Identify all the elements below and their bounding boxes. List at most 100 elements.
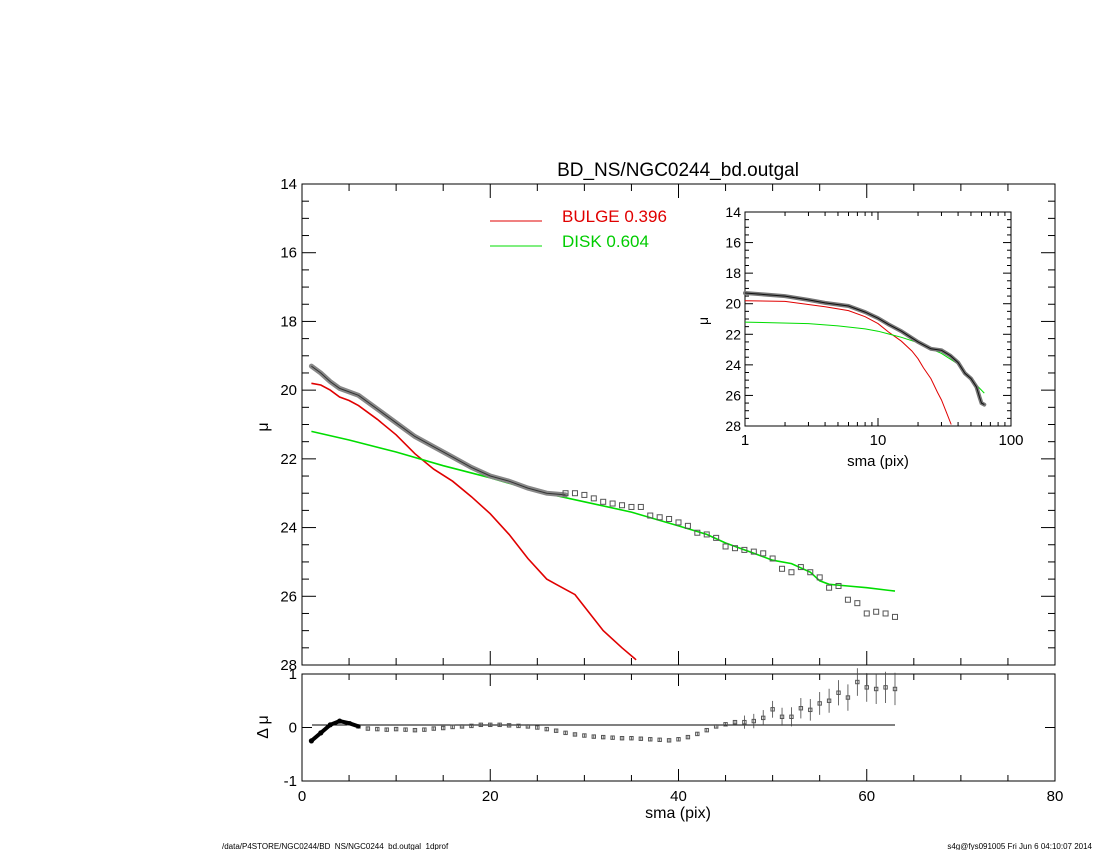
residual-plot-frame (301, 673, 1056, 782)
residual-y-tick-label: 1 (289, 666, 297, 683)
legend-disk-label: DISK 0.604 (562, 232, 649, 251)
residual-point (808, 707, 813, 713)
data-point (788, 569, 795, 576)
data-point (703, 531, 710, 538)
main-y-tick-label: 20 (280, 382, 297, 399)
data-point (882, 610, 889, 617)
residual-point (845, 695, 851, 700)
residual-point (817, 701, 822, 706)
data-point (760, 550, 767, 557)
residual-point (629, 736, 634, 741)
residual-point (412, 727, 418, 733)
residual-point (450, 724, 455, 730)
residual-point (751, 718, 756, 724)
main-y-tick-label: 26 (280, 588, 297, 605)
footer-timestamp: s4g@fys091005 Fri Jun 6 04:10:07 2014 (947, 842, 1092, 850)
data-point (628, 503, 635, 510)
main-panel: 14 16 18 20 22 24 26 28 μ BULGE 0.396 DISK 0.60… (255, 176, 1056, 674)
inset-axis-ticks: 14 16 18 20 22 24 26 281 10 100 (725, 204, 1023, 449)
disk-line (311, 430, 896, 592)
inset-x-tick-label: 1 (741, 432, 749, 449)
inset-y-axis-label: μ (695, 317, 711, 325)
data-point (571, 490, 578, 497)
data-point (666, 515, 673, 522)
residual-point (431, 726, 436, 731)
residual-point (836, 690, 841, 695)
data-profile-line (311, 365, 566, 496)
data-point (779, 565, 786, 572)
residual-y-tick-label: -1 (284, 773, 297, 790)
residual-point (506, 723, 512, 728)
x-tick-label: 0 (298, 788, 306, 805)
main-axis-ticks: 14 16 18 20 22 24 26 28 (280, 176, 1056, 674)
footer-file-path: /data/P4STORE/NGC0244/BD_NS/NGC0244_bd.o… (222, 842, 449, 850)
main-y-tick-label: 16 (280, 245, 297, 262)
residual-point (883, 685, 888, 690)
data-point (713, 534, 720, 541)
residual-point (619, 736, 625, 741)
x-tick-label: 80 (1047, 788, 1064, 805)
residual-point (384, 727, 389, 732)
residual-point (525, 724, 531, 729)
residual-point (892, 686, 898, 692)
residual-point (648, 737, 653, 742)
residual-point (553, 728, 559, 733)
data-point (562, 490, 569, 497)
residual-point (610, 735, 615, 740)
inset-y-tick-label: 24 (725, 357, 741, 373)
residual-point (535, 725, 540, 730)
data-point (656, 514, 663, 521)
residual-point (695, 731, 700, 737)
data-point (609, 500, 616, 507)
residual-point (365, 726, 371, 731)
legend: BULGE 0.396 DISK 0.604 (490, 207, 667, 251)
data-point (600, 498, 607, 505)
data-point (581, 491, 588, 498)
residual-point (826, 698, 832, 703)
residual-point (469, 723, 474, 729)
residual-series (308, 668, 898, 744)
main-series (308, 363, 898, 661)
residual-point (789, 714, 794, 719)
residual-y-tick-label: 0 (289, 720, 297, 737)
residual-point (497, 722, 502, 728)
bulge-line (311, 382, 637, 661)
inset-data-line (744, 292, 985, 406)
data-point (619, 502, 626, 509)
residual-point (459, 724, 465, 729)
main-y-axis-label: μ (255, 422, 272, 431)
inset-y-tick-label: 16 (725, 235, 741, 251)
data-point (675, 519, 682, 526)
data-point (741, 546, 748, 553)
x-tick-label: 40 (670, 788, 687, 805)
residual-point (770, 707, 775, 712)
residual-point (478, 722, 484, 728)
data-point (731, 545, 738, 552)
data-point (684, 522, 691, 529)
residual-point (422, 727, 427, 732)
residual-point (685, 734, 691, 740)
residual-point (516, 723, 521, 729)
main-y-tick-label: 18 (280, 313, 297, 330)
data-point (590, 495, 597, 502)
residual-point (582, 733, 587, 738)
data-point (694, 529, 701, 536)
data-point (854, 600, 861, 607)
data-profile-band (308, 363, 568, 498)
residual-point (666, 738, 672, 743)
residual-point (488, 722, 493, 728)
inset-y-tick-label: 14 (725, 204, 741, 220)
chart-title: BD_NS/NGC0244_bd.outgal (557, 160, 799, 181)
inset-bulge-line (744, 300, 952, 425)
inset-x-tick-label: 100 (998, 432, 1023, 449)
data-point (873, 608, 880, 615)
data-point (844, 596, 851, 603)
residual-point (440, 725, 446, 731)
data-point (647, 512, 654, 519)
data-point (797, 564, 804, 571)
residual-point (676, 737, 681, 742)
residual-point (761, 715, 766, 721)
